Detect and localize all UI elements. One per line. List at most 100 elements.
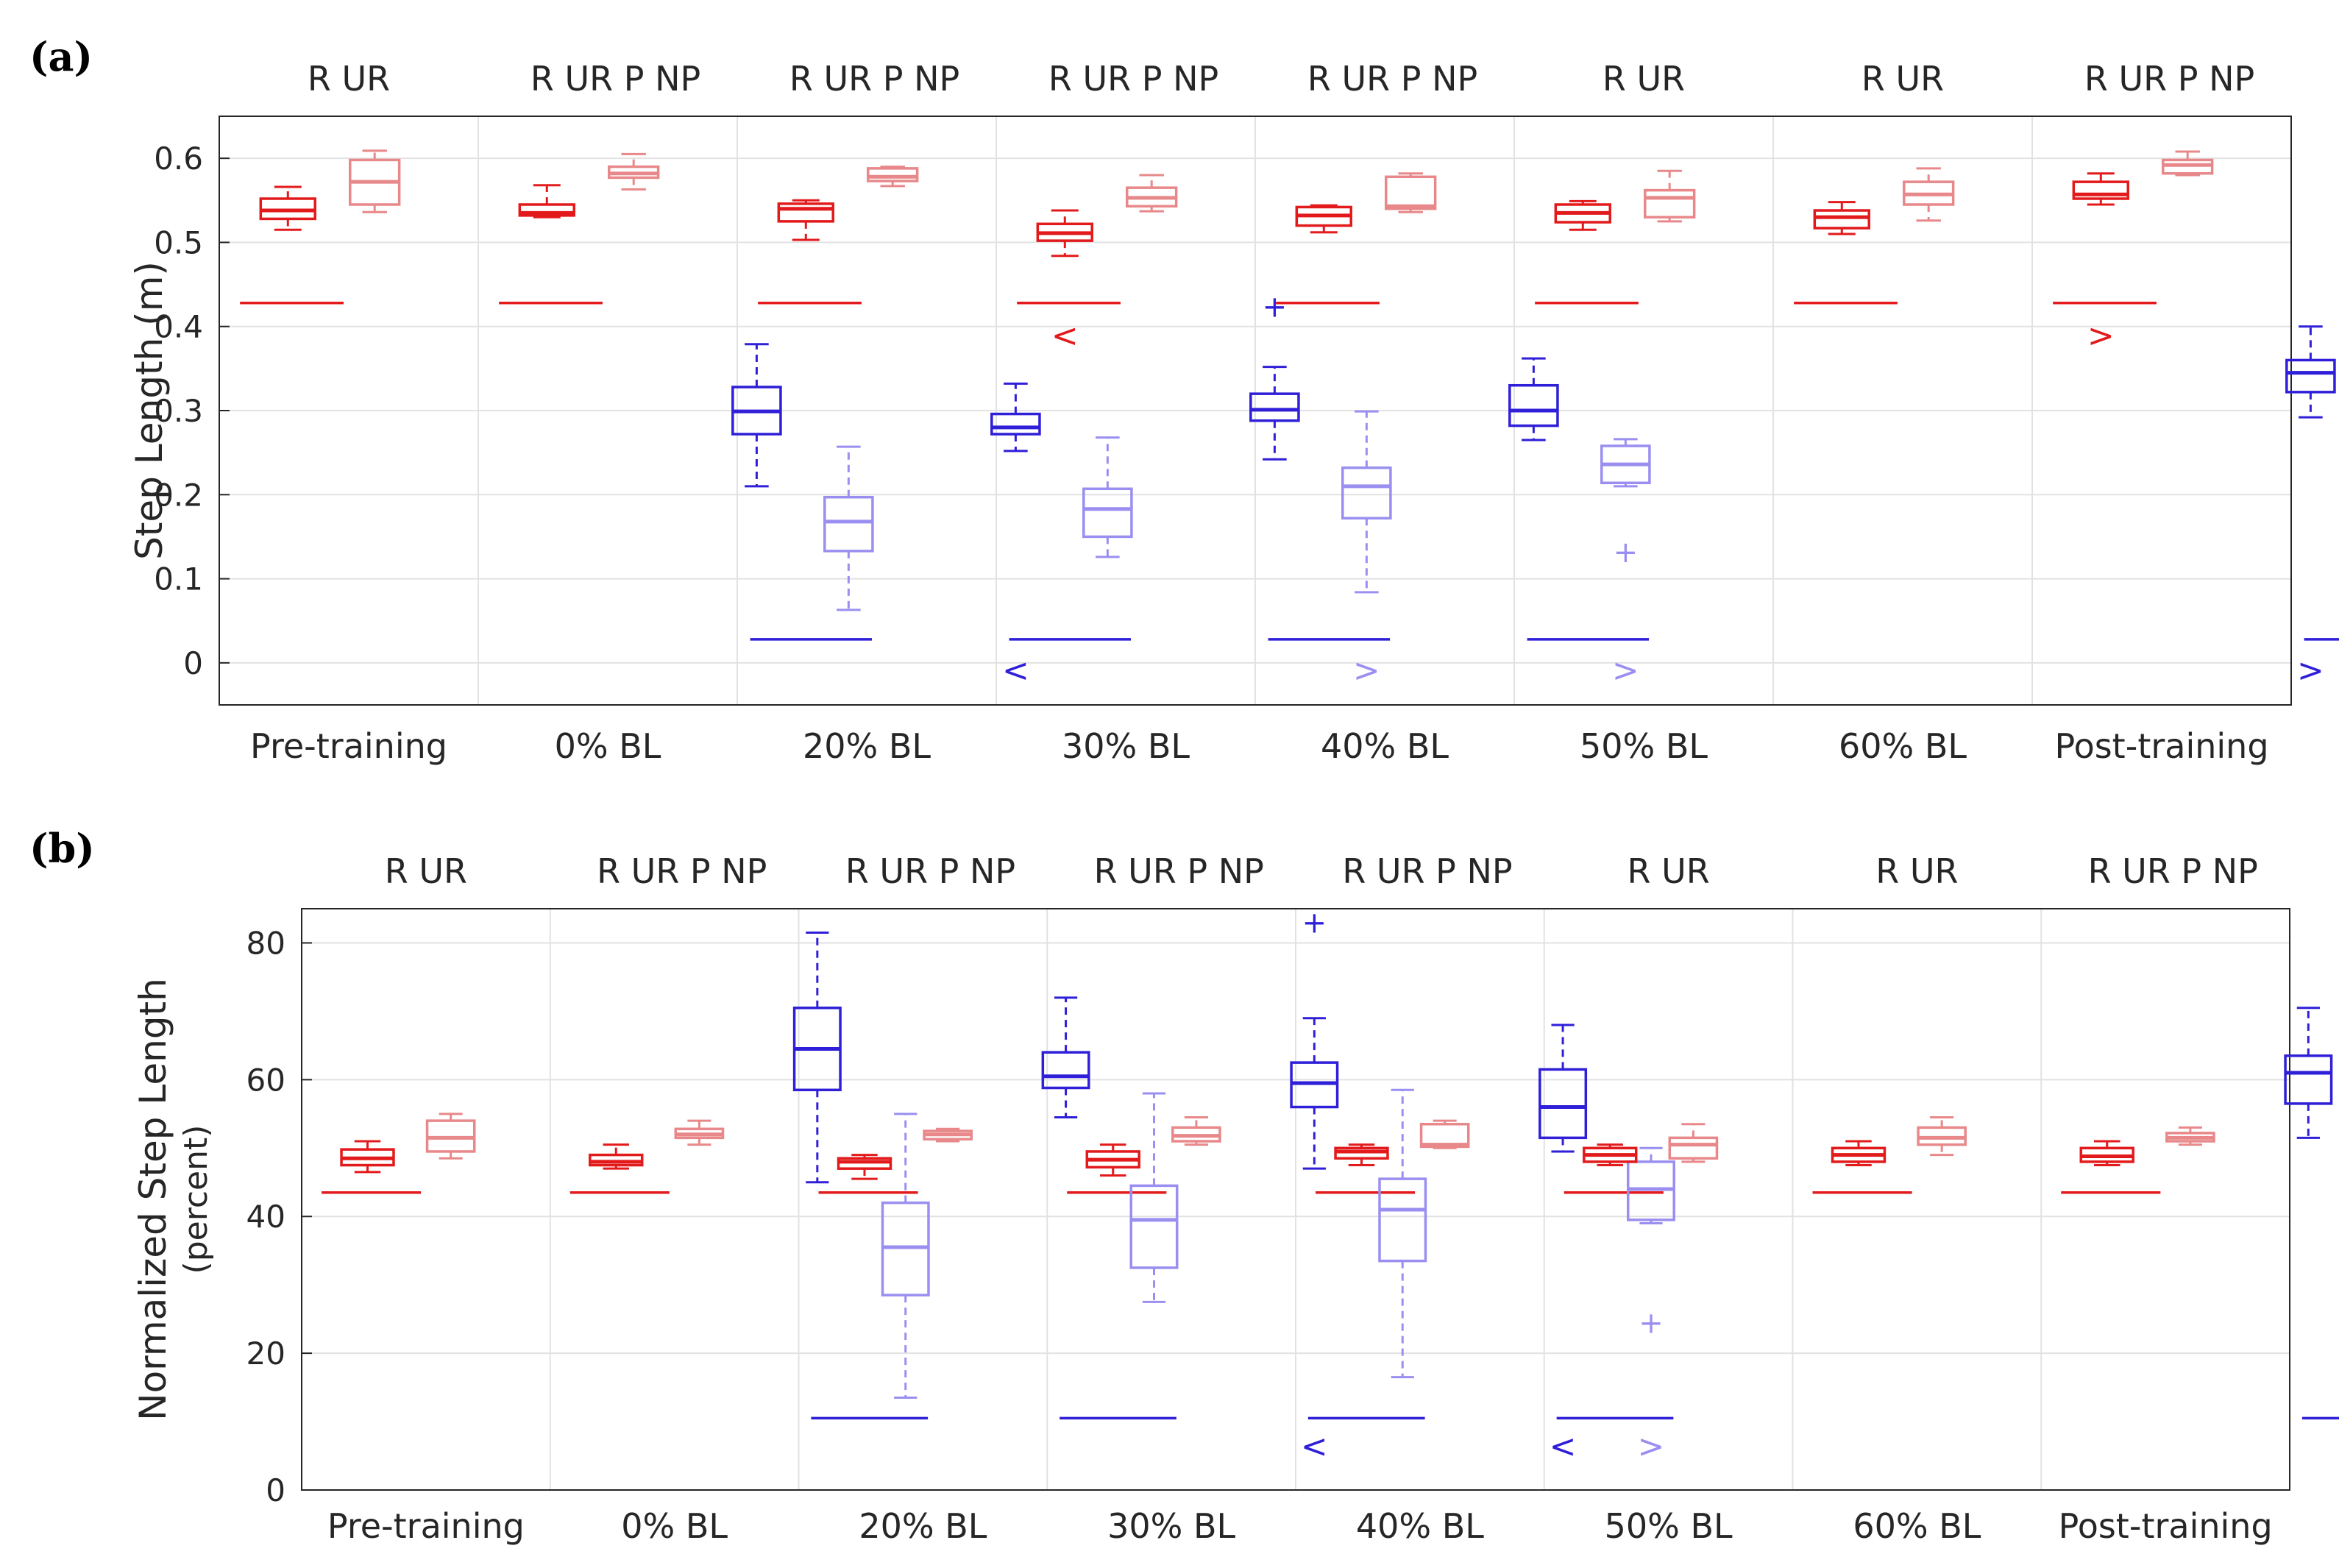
box-p-7 [2285,325,2336,419]
box-ur-3 [1126,174,1178,213]
box-iqr [1129,1184,1179,1269]
significance-marker: < [1550,1428,1577,1466]
y-tick-label: 0 [266,1472,285,1508]
x-category-label: 20% BL [859,1506,987,1546]
box-iqr [1041,1051,1090,1090]
y-tick-label: 60 [246,1062,285,1098]
x-category-label: 40% BL [1321,726,1449,766]
box-ur-1 [674,1119,725,1146]
box-iqr [823,495,874,553]
series-header-label: R UR P NP [2088,851,2258,891]
y-tick-label: 0.3 [154,393,203,429]
x-category-label: 0% BL [555,726,661,766]
box-r-1 [589,1143,644,1170]
x-category-label: Post-training [2059,1506,2273,1546]
box-r-0 [259,185,316,231]
box-iqr [1249,392,1300,422]
box-iqr [1341,466,1392,520]
box-p-4 [1538,1024,1588,1153]
series-header-label: R UR [1628,851,1710,891]
box-r-4 [1334,1143,1389,1167]
series-header-label: R UR P NP [845,851,1015,891]
box-p-1 [731,343,782,488]
box-ur-0 [349,149,401,213]
box-iqr [1378,1177,1427,1263]
box-ur-0 [425,1113,476,1160]
y-tick-label: 0.6 [154,141,203,177]
box-p-1 [792,932,842,1184]
box-iqr [518,203,575,217]
box-r-6 [1831,1140,1887,1167]
box-r-7 [2079,1140,2134,1167]
y-axis-label: Normalized Step Length [132,978,174,1421]
series-header-label: R UR [1602,59,1685,99]
y-tick-label: 0.4 [154,309,203,345]
x-category-label: 60% BL [1839,726,1967,766]
box-iqr [2284,1054,2333,1105]
x-category-label: 30% BL [1062,726,1190,766]
box-iqr [1668,1136,1719,1160]
box-ur-2 [923,1127,973,1143]
box-np-2 [1129,1092,1179,1303]
series-header-label: R UR P NP [1094,851,1264,891]
box-r-2 [777,199,834,241]
series-header-label: R UR P NP [2084,59,2254,99]
box-np-3 [1378,1088,1427,1379]
box-ur-2 [867,166,919,188]
box-ur-5 [1668,1123,1719,1163]
box-ur-7 [2162,150,2214,177]
box-p-3: + [1249,290,1300,461]
box-iqr [1508,383,1559,428]
box-r-6 [1813,201,1870,235]
outlier-marker: + [1614,536,1639,570]
box-iqr [1813,209,1870,230]
panel-label-a: (a) [29,33,93,80]
box-r-3 [1036,209,1093,258]
box-r-5 [1583,1143,1638,1167]
box-np-4: + [1626,1146,1675,1340]
significance-marker: < [1051,317,1079,355]
box-iqr [990,412,1041,436]
x-category-label: Pre-training [250,726,447,766]
x-category-label: 60% BL [1853,1506,1981,1546]
chart-panel-a: 0 0.1 0.2 0.3 0.4 0.5 0.6 Pre-training 0% BL 20% … [128,59,2339,766]
box-np-2 [1082,436,1133,558]
box-r-1 [518,184,575,219]
box-iqr [2285,358,2336,394]
y-tick-label: 0.1 [154,561,203,597]
box-r-3 [1085,1143,1140,1177]
series-header-label: R UR P NP [597,851,767,891]
outlier-marker: + [1302,907,1327,940]
box-ur-6 [1917,1115,1967,1157]
box-iqr [1538,1068,1588,1140]
box-np-1 [823,445,874,611]
box-ur-3 [1171,1115,1221,1146]
y-axis-label: Step Length (m) [128,261,171,560]
box-ur-4 [1419,1119,1470,1149]
box-iqr [2072,180,2129,200]
box-ur-4 [1385,172,1437,213]
x-category-label: 50% BL [1605,1506,1733,1546]
y-tick-label: 80 [246,925,285,961]
significance-marker: > [1353,652,1380,689]
chart-panel-b: 0 20 40 60 80 Pre-training 0% BL 20% BL 30% BL 40… [132,851,2339,1546]
panel-label-b: (b) [29,825,95,872]
box-iqr [1644,188,1696,219]
box-r-0 [340,1140,395,1174]
box-p-4 [1508,357,1559,441]
box-np-1 [881,1113,930,1400]
x-category-label: Post-training [2054,726,2268,766]
box-np-3 [1341,410,1392,594]
series-header-label: R UR P NP [1342,851,1512,891]
x-category-label: 20% BL [803,726,931,766]
x-category-label: 50% BL [1580,726,1708,766]
x-category-label: 0% BL [621,1506,728,1546]
significance-marker: > [1612,652,1639,689]
x-category-label: 30% BL [1107,1506,1235,1546]
series-header-label: R UR P NP [1307,59,1477,99]
series-header-label: R UR P NP [1048,59,1218,99]
box-iqr [1385,175,1437,210]
significance-marker: > [2297,652,2324,689]
series-header-label: R UR [1861,59,1944,99]
